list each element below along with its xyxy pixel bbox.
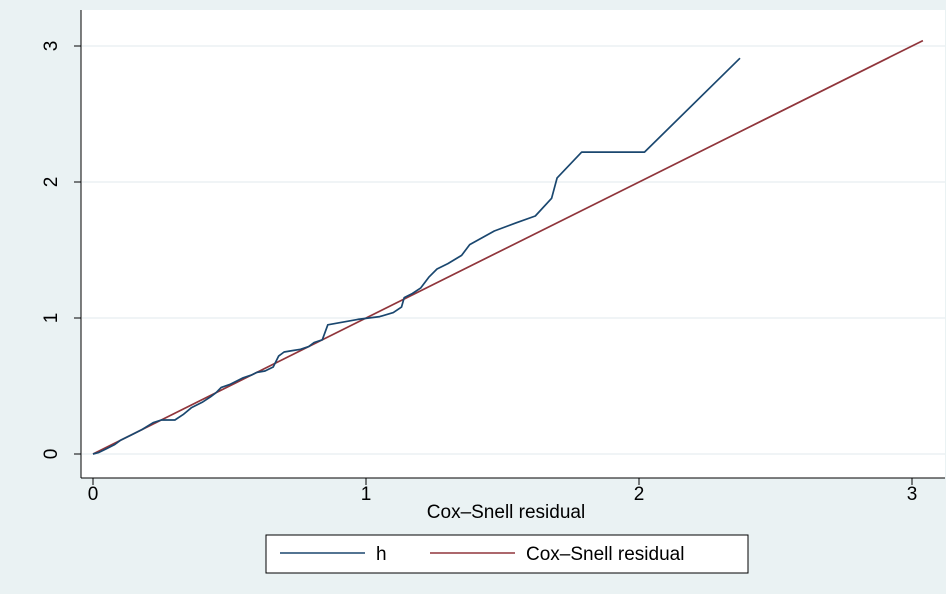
- x-tick-label-1: 1: [361, 484, 372, 505]
- x-axis-title: Cox–Snell residual: [427, 502, 585, 523]
- x-tick-label-3: 3: [907, 484, 918, 505]
- grid-layer: [82, 45, 945, 455]
- series-layer: [92, 39, 924, 455]
- y-tick-label-3: 3: [41, 41, 62, 52]
- y-tick-label-1: 1: [41, 313, 62, 324]
- legend-box: [265, 534, 749, 574]
- legend: h Cox–Snell residual: [265, 534, 749, 574]
- legend-label-h: h: [376, 544, 387, 565]
- series-line-cox-snell-residual: [92, 39, 924, 455]
- x-tick-label-0: 0: [88, 484, 99, 505]
- legend-label-cox-snell: Cox–Snell residual: [526, 544, 684, 565]
- axis-layer: 0 1 2 3 0 1 2 3: [41, 10, 945, 505]
- series-line-h: [92, 57, 741, 455]
- x-tick-label-2: 2: [634, 484, 645, 505]
- y-tick-label-0: 0: [41, 449, 62, 460]
- y-tick-label-2: 2: [41, 177, 62, 188]
